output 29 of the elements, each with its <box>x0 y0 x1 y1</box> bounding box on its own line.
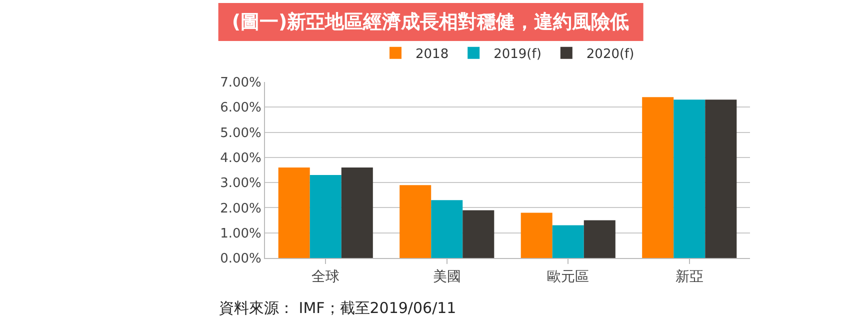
source-note: 資料來源： IMF；截至2019/06/11 <box>219 299 456 317</box>
x-tick-label: 美國 <box>432 268 461 285</box>
bar <box>552 225 584 258</box>
bar <box>520 212 552 258</box>
bar <box>310 175 342 258</box>
bar <box>278 167 310 258</box>
y-tick-label: 4.00% <box>220 150 262 166</box>
bar <box>705 100 737 258</box>
y-tick-label: 0.00% <box>220 252 262 267</box>
bar <box>431 200 463 258</box>
y-tick-label: 6.00% <box>220 100 262 116</box>
bar <box>400 185 432 258</box>
chart-title: (圖一)新亞地區經濟成長相對穩健，違約風險低 <box>218 3 644 41</box>
legend-label: 2020(f) <box>586 46 634 62</box>
bar <box>674 100 706 258</box>
y-tick-label: 2.00% <box>220 201 262 216</box>
y-tick-label: 5.00% <box>220 126 262 141</box>
bar <box>341 167 373 258</box>
x-tick-label: 新亞 <box>675 268 704 285</box>
bar <box>584 220 616 258</box>
bar <box>642 97 674 258</box>
x-tick-label: 歐元區 <box>547 268 590 285</box>
y-tick-label: 1.00% <box>220 226 262 242</box>
bar <box>462 210 494 258</box>
y-tick-label: 3.00% <box>220 176 262 192</box>
x-tick-label: 全球 <box>312 268 340 285</box>
legend-label: 2018 <box>416 46 449 62</box>
legend-label: 2019(f) <box>494 46 542 62</box>
y-tick-label: 7.00% <box>220 76 262 91</box>
